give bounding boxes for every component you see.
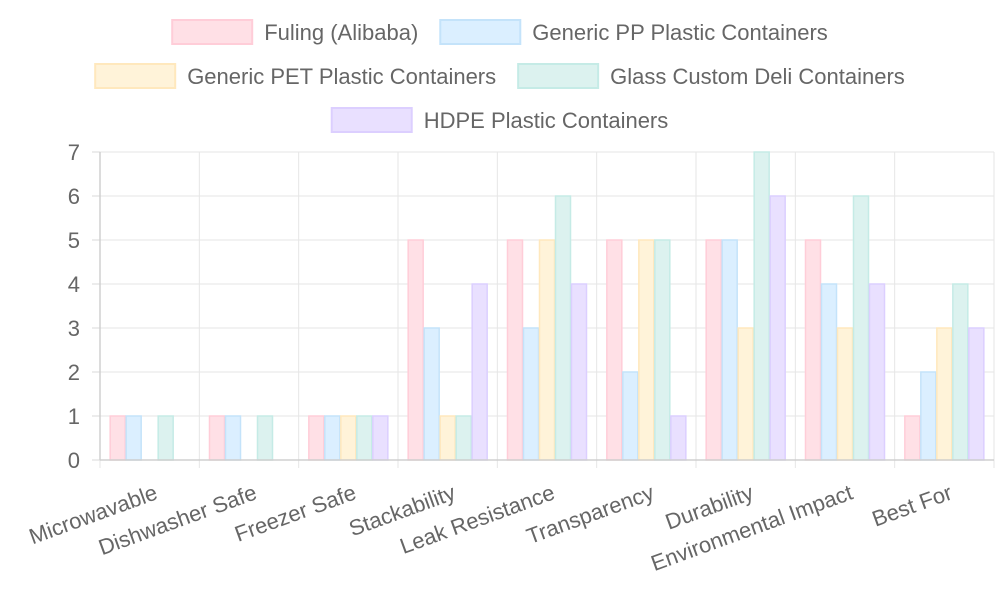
bar — [356, 415, 373, 461]
bars — [109, 151, 985, 461]
bar — [769, 195, 786, 461]
y-tick-label: 6 — [68, 184, 80, 209]
legend-swatch — [94, 63, 177, 89]
bar — [570, 283, 588, 461]
bar — [109, 415, 126, 461]
bar — [372, 415, 389, 461]
bar — [721, 239, 738, 461]
bar — [522, 327, 540, 461]
bar — [804, 239, 822, 461]
bar — [340, 415, 357, 461]
bar — [157, 415, 174, 461]
y-tick-label: 3 — [68, 316, 80, 341]
y-tick-label: 1 — [68, 404, 80, 429]
bar — [836, 327, 854, 461]
legend-label: HDPE Plastic Containers — [424, 108, 669, 133]
bar — [920, 371, 937, 461]
bar — [256, 415, 274, 461]
x-tick-label: Best For — [869, 480, 956, 532]
bar — [324, 415, 341, 461]
legend: Fuling (Alibaba) Generic PP Plastic Conta… — [94, 19, 905, 133]
y-tick-label: 7 — [68, 140, 80, 165]
bar — [753, 151, 770, 461]
bar — [471, 283, 488, 461]
legend-swatch — [517, 63, 600, 89]
bar — [654, 239, 671, 461]
bar — [455, 415, 472, 461]
legend-swatch — [439, 19, 522, 45]
bar — [952, 283, 969, 461]
bar — [904, 415, 921, 461]
y-tick-label: 2 — [68, 360, 80, 385]
legend-swatch — [171, 19, 254, 45]
y-tick-label: 4 — [68, 272, 80, 297]
bar — [506, 239, 524, 461]
bar — [606, 239, 623, 461]
bar — [125, 415, 142, 461]
bar — [208, 415, 226, 461]
bar — [439, 415, 456, 461]
bar — [423, 327, 440, 461]
bar — [407, 239, 424, 461]
bar — [852, 195, 870, 461]
bar — [554, 195, 572, 461]
bar — [224, 415, 242, 461]
bar — [638, 239, 655, 461]
bar — [936, 327, 953, 461]
bar — [968, 327, 985, 461]
bar — [538, 239, 556, 461]
bar — [308, 415, 325, 461]
bar — [622, 371, 639, 461]
bar — [820, 283, 838, 461]
bar — [705, 239, 722, 461]
y-tick-label: 5 — [68, 228, 80, 253]
legend-label: Fuling (Alibaba) — [264, 20, 418, 45]
legend-label: Generic PET Plastic Containers — [187, 64, 496, 89]
legend-swatch — [330, 107, 413, 133]
bar — [670, 415, 687, 461]
bar — [737, 327, 754, 461]
legend-label: Glass Custom Deli Containers — [610, 64, 905, 89]
legend-label: Generic PP Plastic Containers — [532, 20, 828, 45]
y-tick-label: 0 — [68, 448, 80, 473]
bar — [868, 283, 886, 461]
